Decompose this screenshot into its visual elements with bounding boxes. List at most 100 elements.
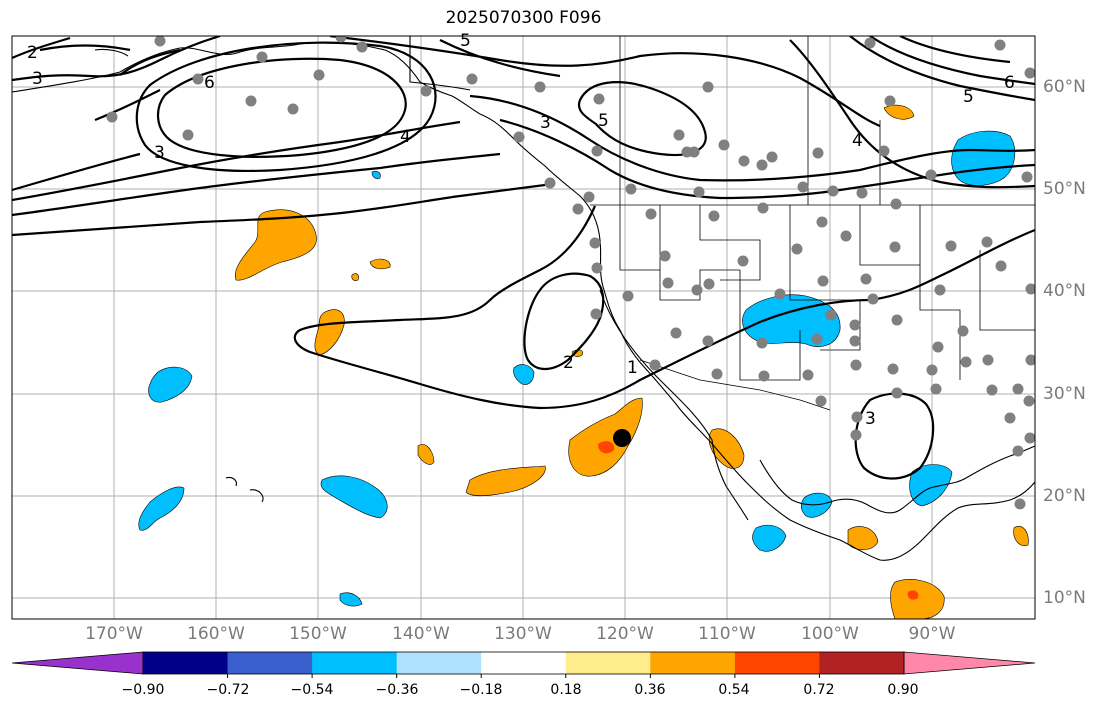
contour-label: 3 <box>540 113 551 133</box>
contour-label: 4 <box>400 127 411 147</box>
station-dot <box>860 273 872 285</box>
colorbar-segment <box>396 652 482 674</box>
station-dot <box>420 85 432 97</box>
station-dot <box>774 288 786 300</box>
anomaly-blob <box>417 444 435 465</box>
station-dot <box>756 337 768 349</box>
station-dot <box>1012 445 1024 457</box>
station-dot <box>986 384 998 396</box>
station-dot <box>702 335 714 347</box>
station-dot <box>867 293 879 305</box>
longitude-label: 120°W <box>596 624 654 644</box>
anomaly-blob <box>234 209 317 281</box>
station-dot <box>708 210 720 222</box>
station-dot <box>335 36 347 43</box>
colorbar-tick-label: 0.72 <box>803 682 835 698</box>
station-dot <box>590 308 602 320</box>
contour-label-group: 2 3 6 3 5 4 3 5 6 5 4 3 2 1 <box>27 31 1015 429</box>
station-dot <box>757 202 769 214</box>
contour-line <box>119 48 181 76</box>
station-dot <box>313 69 325 81</box>
anomaly-blob <box>909 464 953 507</box>
station-dot <box>583 191 595 203</box>
station-dot <box>622 290 634 302</box>
contour-label: 6 <box>1004 73 1015 93</box>
station-dot <box>589 237 601 249</box>
station-dot <box>287 103 299 115</box>
contour-line <box>577 81 707 157</box>
station-dot <box>702 81 714 93</box>
station-dot <box>544 177 556 189</box>
station-dot <box>659 250 671 262</box>
station-dot <box>981 236 993 248</box>
station-dot <box>572 203 584 215</box>
positive-anomaly-areas <box>234 104 1029 619</box>
station-dot <box>797 181 809 193</box>
colorbar-segment <box>227 652 313 674</box>
longitude-label: 140°W <box>392 624 450 644</box>
station-dot <box>849 335 861 347</box>
station-dot <box>945 240 957 252</box>
station-markers <box>106 36 1035 510</box>
station-dot <box>645 208 657 220</box>
colorbar-tick-label: −0.54 <box>290 682 334 698</box>
contour-label: 5 <box>598 111 609 131</box>
map-title: 2025070300 F096 <box>445 8 602 28</box>
station-dot <box>851 411 863 423</box>
colorbar-segment <box>565 652 651 674</box>
contour-label: 4 <box>852 131 863 151</box>
station-dot <box>673 129 685 141</box>
station-dot <box>693 186 705 198</box>
colorbar-extend-high <box>903 651 1036 675</box>
station-dot <box>825 309 837 321</box>
contour-line <box>329 36 881 128</box>
station-dot <box>245 95 257 107</box>
colorbar-tick-label: −0.18 <box>459 682 503 698</box>
contour-line <box>469 94 1035 182</box>
colorbar-tick-label: −0.36 <box>375 682 419 698</box>
anomaly-blob <box>708 428 745 469</box>
colorbar <box>11 651 1036 678</box>
station-dot <box>1023 395 1035 407</box>
station-dot <box>811 333 823 345</box>
colorbar-tick-label: −0.90 <box>121 682 165 698</box>
contour-label: 5 <box>460 31 471 51</box>
anomaly-blob <box>465 465 546 497</box>
contour-line <box>94 89 161 122</box>
contour-label: 2 <box>563 353 574 373</box>
contour-line <box>869 36 1035 86</box>
contour-line <box>12 36 71 60</box>
colorbar-tick-label: 0.36 <box>634 682 666 698</box>
station-dot <box>513 131 525 143</box>
station-dot <box>766 151 778 163</box>
colorbar-segment <box>481 652 567 674</box>
colorbar-tick-label: 0.18 <box>550 682 582 698</box>
station-dot <box>878 145 890 157</box>
station-dot <box>662 277 674 289</box>
station-dot <box>840 230 852 242</box>
contour-line <box>12 183 546 237</box>
station-dot <box>850 429 862 441</box>
station-dot <box>994 39 1006 51</box>
station-dot <box>802 369 814 381</box>
map-frame <box>11 35 1036 620</box>
station-dot <box>887 363 899 375</box>
colorbar-segment <box>143 652 229 674</box>
latitude-label: 60°N <box>1043 77 1086 97</box>
contour-line <box>39 44 131 52</box>
anomaly-blob <box>351 273 359 281</box>
station-dot <box>1025 354 1035 366</box>
station-dot <box>670 327 682 339</box>
colorbar-segment <box>312 652 398 674</box>
colorbar-segment <box>734 652 820 674</box>
contour-line <box>12 36 221 82</box>
strong-positive-anomaly-areas <box>598 441 919 600</box>
station-dot <box>890 198 902 210</box>
anomaly-blob <box>369 258 391 270</box>
anomaly-core <box>907 590 919 600</box>
colorbar-tick-label: 0.54 <box>718 682 750 698</box>
station-dot <box>106 111 118 123</box>
station-dot <box>534 81 546 93</box>
longitude-label: 90°W <box>908 624 956 644</box>
